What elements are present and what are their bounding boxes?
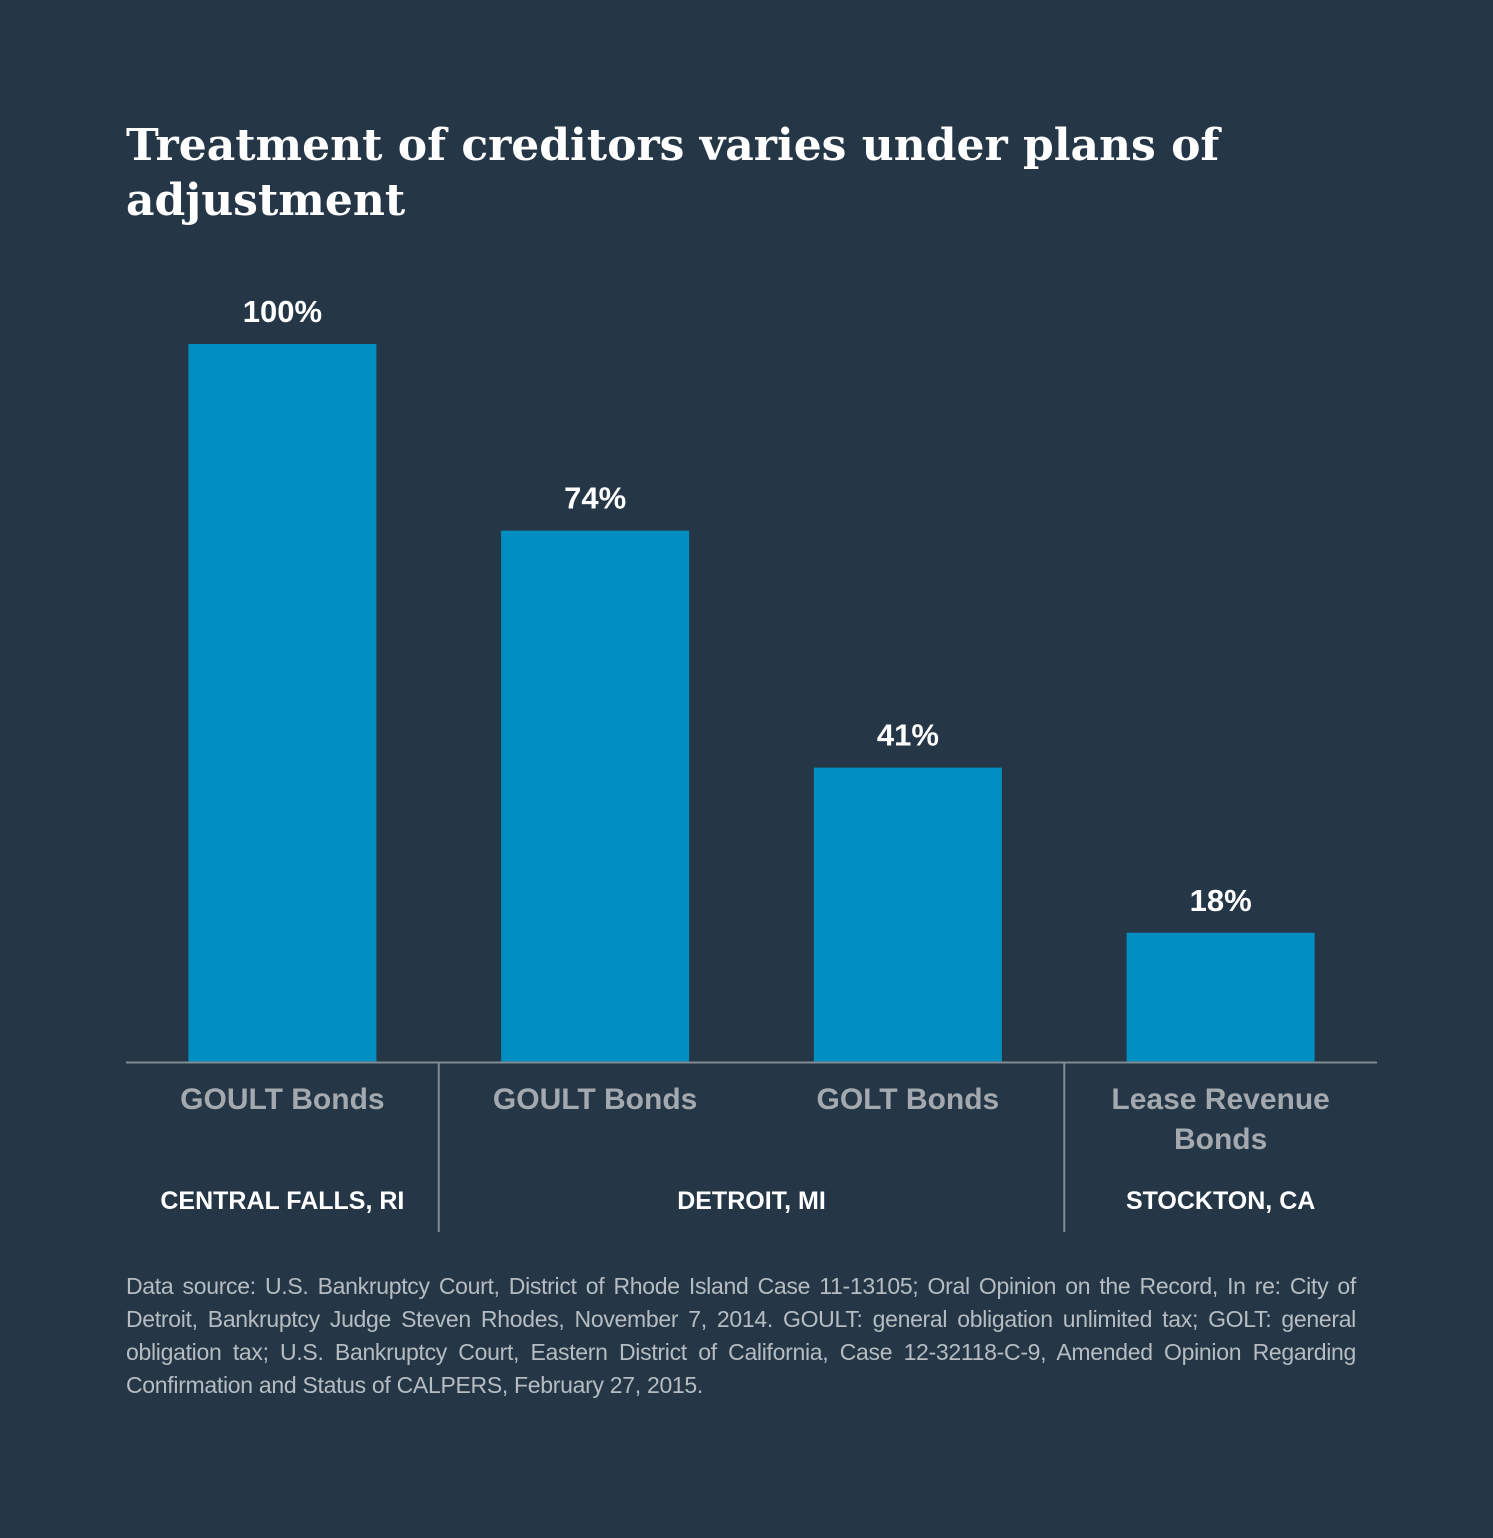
bar-value-label: 41% — [877, 718, 939, 753]
bar — [813, 767, 1002, 1062]
bar-chart: 100% 74% 41% 18% — [126, 294, 1377, 1232]
category-label: GOULT Bonds — [180, 1083, 385, 1116]
group-label: CENTRAL FALLS, RI — [160, 1187, 405, 1215]
category-label: Lease Revenue Bonds — [1111, 1083, 1330, 1156]
bar-value-label: 100% — [243, 294, 322, 329]
group-label: STOCKTON, CA — [1125, 1187, 1316, 1215]
bar-value-label: 18% — [1190, 883, 1252, 918]
data-source-note: Data source: U.S. Bankruptcy Court, Dist… — [126, 1273, 1356, 1398]
category-label: GOLT Bonds — [816, 1083, 1000, 1116]
bar — [1126, 932, 1315, 1062]
bar — [501, 530, 690, 1062]
category-label: GOULT Bonds — [492, 1083, 698, 1116]
bar-value-label: 74% — [564, 481, 626, 516]
bar — [188, 344, 377, 1062]
chart-title: Treatment of creditors varies under plan… — [126, 120, 1220, 226]
group-label: DETROIT, MI — [677, 1187, 826, 1215]
